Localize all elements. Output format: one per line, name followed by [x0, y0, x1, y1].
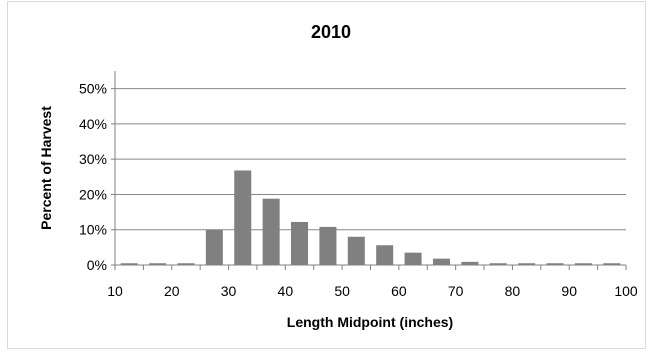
y-axis-label: Percent of Harvest: [38, 106, 54, 230]
x-tick-label: 10: [107, 283, 123, 299]
bar-35: [262, 198, 280, 265]
x-tick-label: 70: [448, 283, 464, 299]
bar-15: [149, 263, 167, 265]
axes: [111, 71, 627, 270]
bar-55: [376, 245, 394, 265]
bar-30: [234, 170, 252, 265]
x-tick-label: 40: [278, 283, 294, 299]
bar-45: [319, 226, 337, 265]
bar-95: [603, 263, 621, 265]
bar-60: [404, 252, 422, 265]
y-tick-labels: 0% 10% 20% 30% 40% 50%: [79, 81, 107, 273]
chart-title: 2010: [311, 22, 351, 42]
bars: [120, 170, 621, 265]
bar-20: [177, 263, 195, 265]
bar-90: [574, 263, 592, 265]
x-tick-label: 80: [505, 283, 521, 299]
x-tick-label: 60: [391, 283, 407, 299]
y-tick-label: 30%: [79, 151, 107, 167]
x-tick-label: 30: [221, 283, 237, 299]
x-tick-label: 20: [164, 283, 180, 299]
y-tick-label: 50%: [79, 81, 107, 97]
chart-area: [7, 1, 646, 349]
x-tick-label: 90: [561, 283, 577, 299]
y-tick-label: 10%: [79, 222, 107, 238]
x-tick-label: 100: [614, 283, 638, 299]
bar-85: [546, 263, 564, 265]
y-tick-label: 0%: [87, 257, 107, 273]
bar-75: [489, 263, 507, 265]
bar-65: [432, 258, 450, 265]
bar-40: [291, 221, 309, 265]
x-axis-label: Length Midpoint (inches): [287, 314, 453, 330]
x-tick-labels: 10 20 30 40 50 60 70 80 90 100: [107, 283, 638, 299]
x-tick-label: 50: [334, 283, 350, 299]
bar-10: [120, 263, 138, 265]
bar-80: [518, 263, 536, 265]
y-tick-label: 40%: [79, 116, 107, 132]
bar-25: [205, 229, 223, 265]
bar-50: [347, 236, 365, 265]
bar-70: [461, 261, 479, 265]
gridlines: [115, 88, 626, 231]
y-tick-label: 20%: [79, 186, 107, 202]
